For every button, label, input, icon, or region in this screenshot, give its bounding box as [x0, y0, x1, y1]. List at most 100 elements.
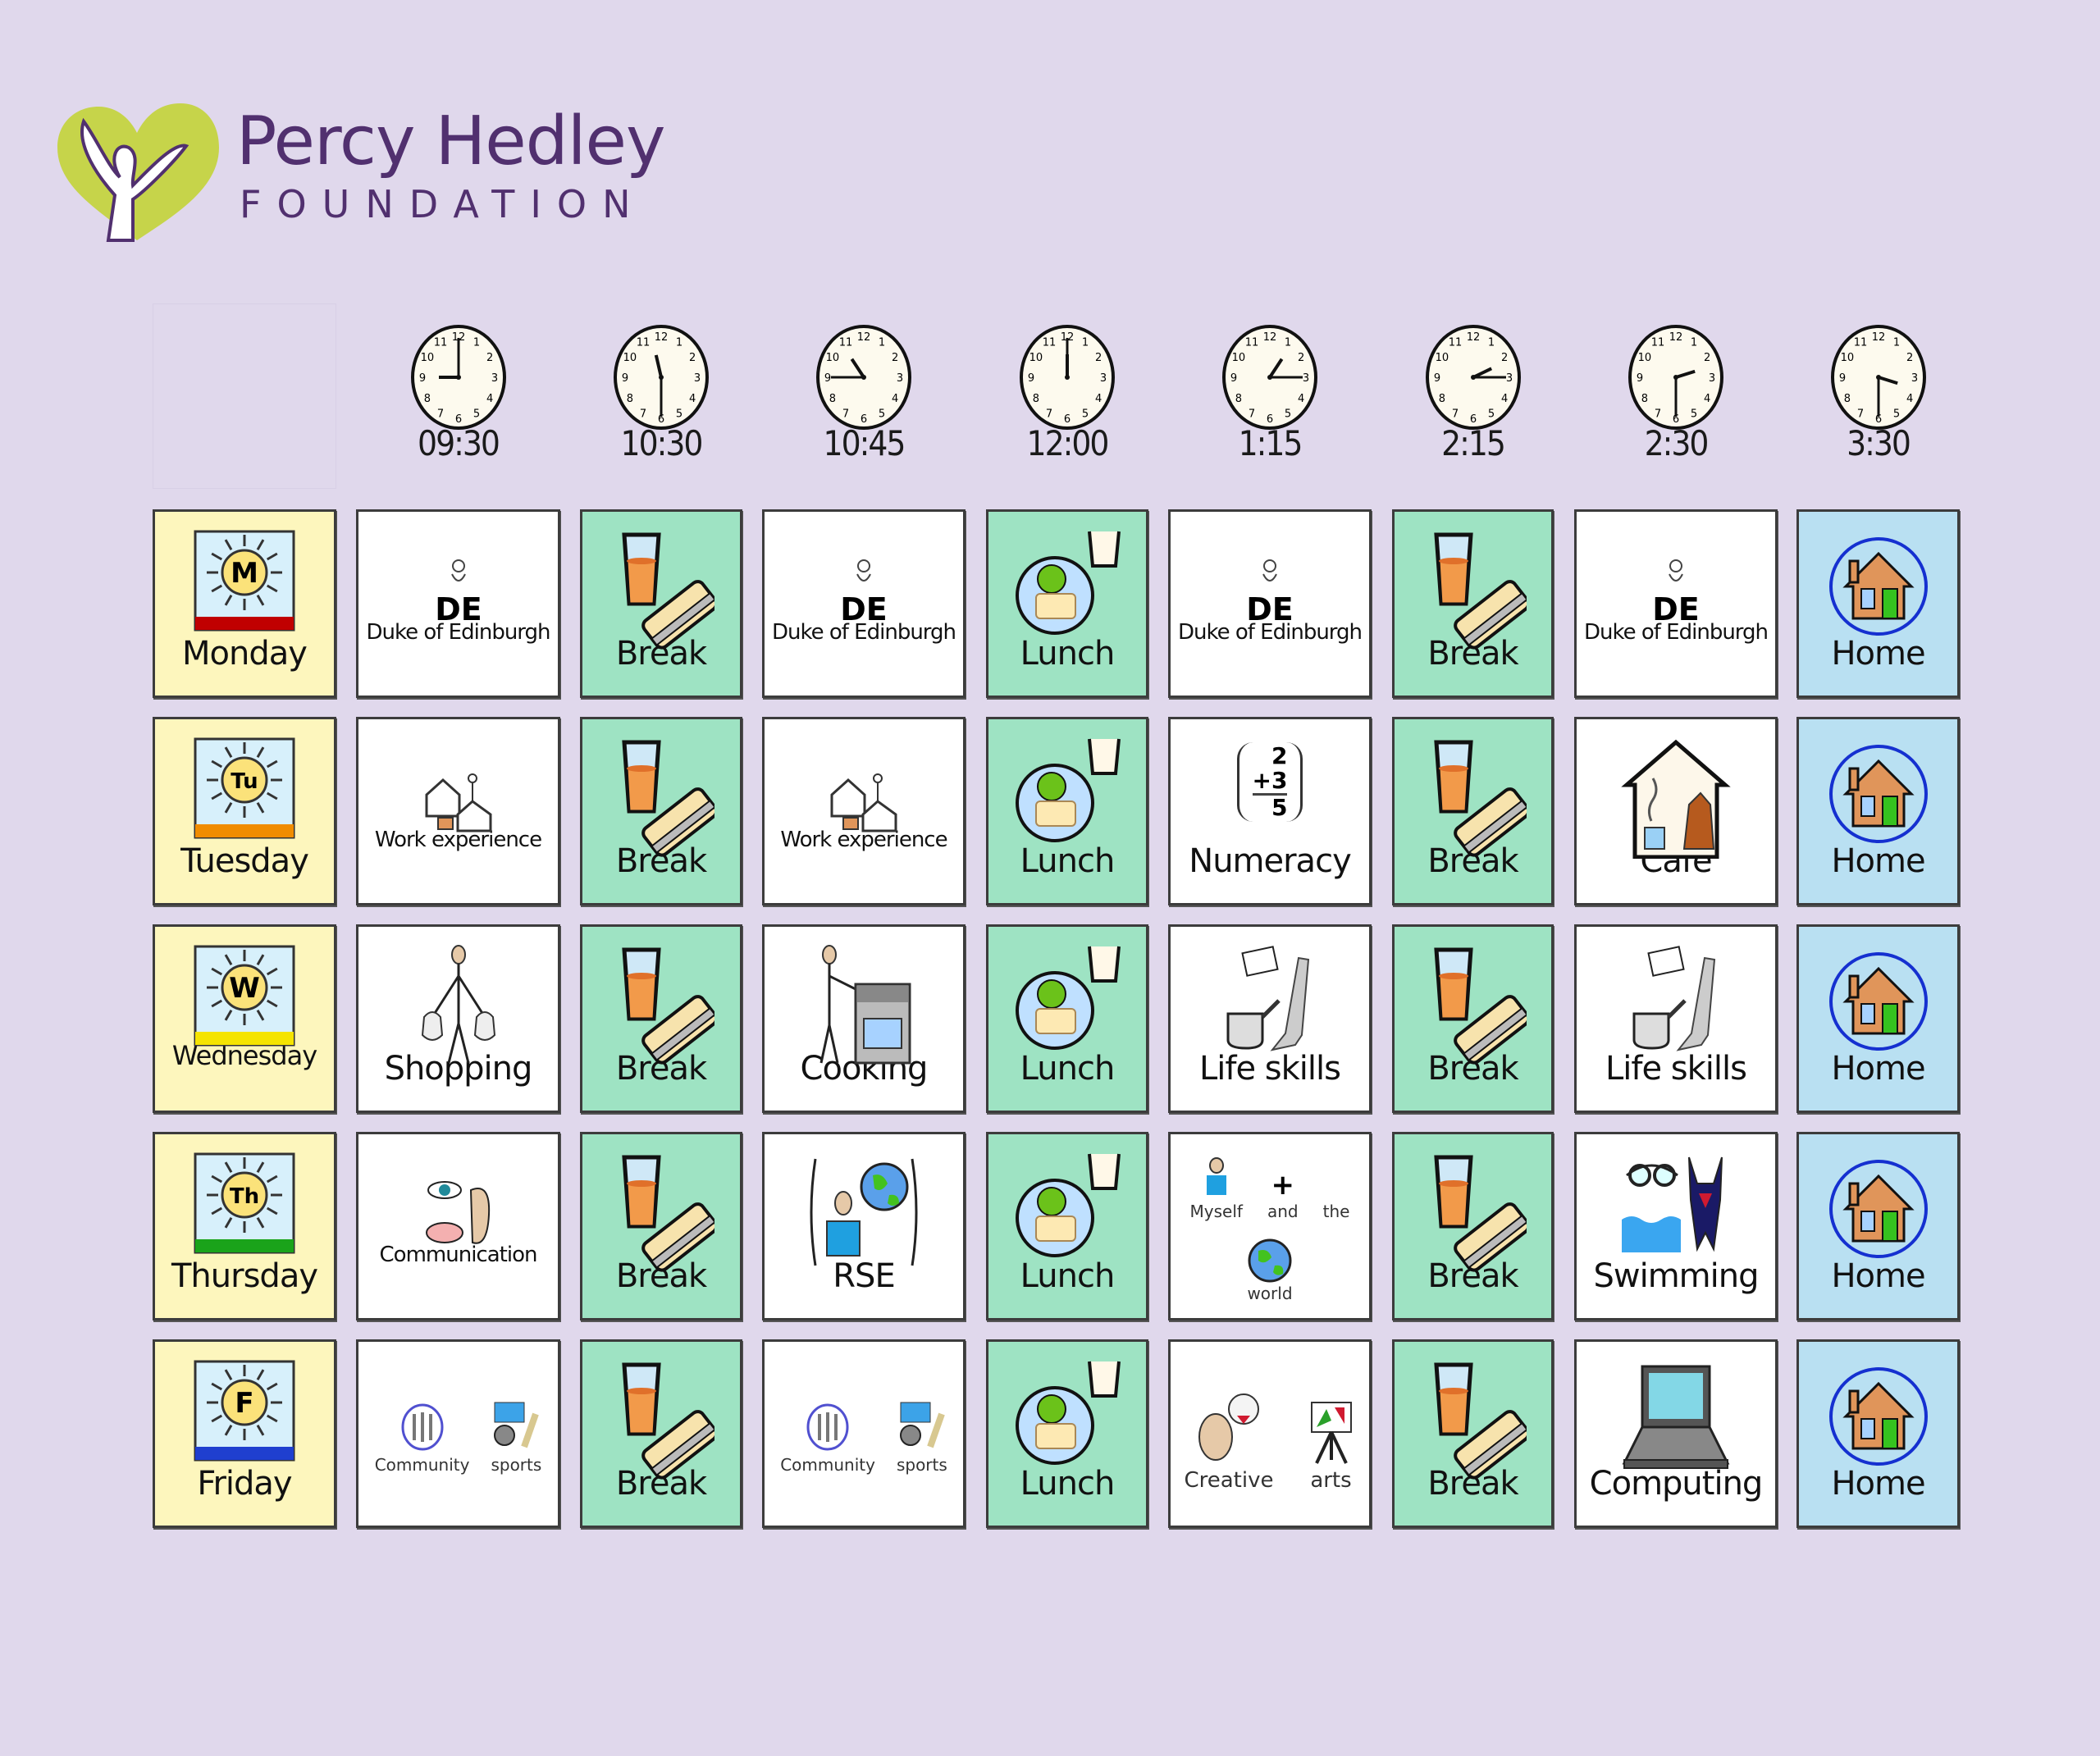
word-myself: Myself: [1189, 1202, 1243, 1221]
card-label: Lunch: [1020, 1050, 1116, 1088]
clock-face-icon: 1 2 3 4 5 6 7 8 9 10 11 12: [612, 325, 710, 430]
drink-biscuit-icon: [582, 943, 740, 1066]
svg-text:2: 2: [1298, 352, 1304, 364]
card-label: RSE: [833, 1257, 895, 1295]
card-label: Home: [1831, 1050, 1925, 1088]
svg-text:9: 9: [1838, 372, 1845, 385]
lunch-plate-icon: [988, 731, 1146, 854]
svg-text:2: 2: [689, 352, 696, 364]
time-label: 2:30: [1644, 423, 1710, 463]
day-label: Monday: [182, 635, 308, 673]
word-sports: sports: [491, 1455, 542, 1475]
schedule-card-community-sports: Community sports: [762, 1339, 966, 1528]
svg-text:10: 10: [623, 352, 637, 364]
schedule-card-lunch: Lunch: [986, 509, 1148, 698]
card-label: Swimming: [1593, 1257, 1759, 1295]
community-sports-row: Community sports: [765, 1399, 963, 1475]
schedule-card-duke-of-edinburgh: DE Duke of Edinburgh: [1574, 509, 1778, 698]
schedule-card-duke-of-edinburgh: DE Duke of Edinburgh: [1168, 509, 1372, 698]
time-label: 1:15: [1238, 423, 1303, 463]
schedule-card-cafe: Cafe: [1574, 717, 1778, 905]
svg-text:3: 3: [694, 372, 701, 385]
card-label: Home: [1831, 1465, 1925, 1503]
dofe-logo-icon: DE: [358, 554, 558, 628]
schedule-card-work-experience: Work experience: [762, 717, 966, 905]
card-label: Work experience: [374, 828, 542, 852]
work-experience-icon: [358, 767, 558, 832]
word-creative: Creative: [1184, 1468, 1274, 1493]
time-label: 2:15: [1441, 423, 1506, 463]
svg-text:11: 11: [637, 337, 651, 349]
house-icon: [1799, 948, 1957, 1055]
svg-text:7: 7: [1249, 408, 1255, 420]
schedule-card-home: Home: [1796, 1132, 1960, 1320]
drink-biscuit-icon: [1395, 528, 1551, 651]
community-sports-row: Community sports: [358, 1399, 558, 1475]
sun-day-icon: M: [155, 530, 334, 632]
svg-text:M: M: [231, 557, 258, 590]
time-label: 10:30: [620, 423, 704, 463]
svg-text:7: 7: [640, 408, 646, 420]
svg-text:1: 1: [1691, 337, 1697, 349]
svg-text:6: 6: [861, 413, 867, 426]
lunch-plate-icon: [988, 523, 1146, 646]
svg-text:8: 8: [423, 393, 430, 405]
svg-text:11: 11: [1245, 337, 1259, 349]
svg-text:F: F: [235, 1387, 253, 1420]
card-label: Lunch: [1020, 1257, 1116, 1295]
day-card-monday: M Monday: [153, 509, 336, 698]
rse-icon: [765, 1151, 963, 1274]
drink-biscuit-icon: [1395, 1358, 1551, 1481]
svg-text:2: 2: [892, 352, 898, 364]
svg-text:12: 12: [1466, 331, 1480, 344]
time-label: 10:45: [823, 423, 906, 463]
svg-text:7: 7: [1046, 408, 1052, 420]
day-card-friday: F Friday: [153, 1339, 336, 1528]
schedule-card-break: Break: [580, 1132, 742, 1320]
svg-text:12: 12: [1263, 331, 1277, 344]
svg-text:2: 2: [1906, 352, 1912, 364]
schedule-card-life-skills: Life skills: [1574, 924, 1778, 1113]
schedule-card-computing: Computing: [1574, 1339, 1778, 1528]
drink-biscuit-icon: [1395, 1151, 1551, 1274]
svg-text:3: 3: [1709, 372, 1715, 385]
svg-text:4: 4: [1704, 393, 1710, 405]
svg-text:3: 3: [1100, 372, 1107, 385]
svg-text:6: 6: [1874, 413, 1881, 426]
sports-icon: [899, 1402, 945, 1448]
svg-text:Tu: Tu: [231, 769, 258, 794]
schedule-card-lunch: Lunch: [986, 1339, 1148, 1528]
svg-text:8: 8: [1438, 393, 1445, 405]
svg-text:DE: DE: [435, 591, 482, 627]
svg-text:6: 6: [1673, 413, 1679, 426]
card-label: Shopping: [384, 1050, 533, 1088]
schedule-card-myself-and-the-world: Myself + and the world: [1168, 1132, 1372, 1320]
card-label: Numeracy: [1189, 842, 1351, 880]
life-skills-icon: [1577, 943, 1775, 1058]
svg-text:3: 3: [491, 372, 497, 385]
work-experience-icon: [765, 767, 963, 832]
sun-day-icon: Tu: [155, 737, 334, 839]
svg-text:8: 8: [1033, 393, 1039, 405]
svg-text:11: 11: [839, 337, 853, 349]
svg-text:8: 8: [1843, 393, 1850, 405]
schedule-card-duke-of-edinburgh: DE Duke of Edinburgh: [762, 509, 966, 698]
schedule-card-break: Break: [580, 717, 742, 905]
schedule-card-cooking: Cooking: [762, 924, 966, 1113]
word-community: Community: [780, 1455, 875, 1475]
schedule-card-lunch: Lunch: [986, 717, 1148, 905]
schedule-card-swimming: Swimming: [1574, 1132, 1778, 1320]
svg-text:4: 4: [1500, 393, 1507, 405]
clock-face-icon: 1 2 3 4 5 6 7 8 9 10 11 12: [1829, 325, 1928, 430]
sum-operand: +3: [1252, 767, 1288, 796]
svg-text:6: 6: [1064, 413, 1071, 426]
schedule-card-home: Home: [1796, 1339, 1960, 1528]
svg-text:3: 3: [1911, 372, 1917, 385]
svg-text:12: 12: [1669, 331, 1683, 344]
svg-text:2: 2: [1095, 352, 1102, 364]
svg-text:5: 5: [1487, 408, 1494, 420]
house-icon: [1799, 1363, 1957, 1470]
lunch-plate-icon: [988, 1146, 1146, 1269]
drink-biscuit-icon: [582, 736, 740, 859]
schedule-card-break: Break: [1392, 1339, 1554, 1528]
